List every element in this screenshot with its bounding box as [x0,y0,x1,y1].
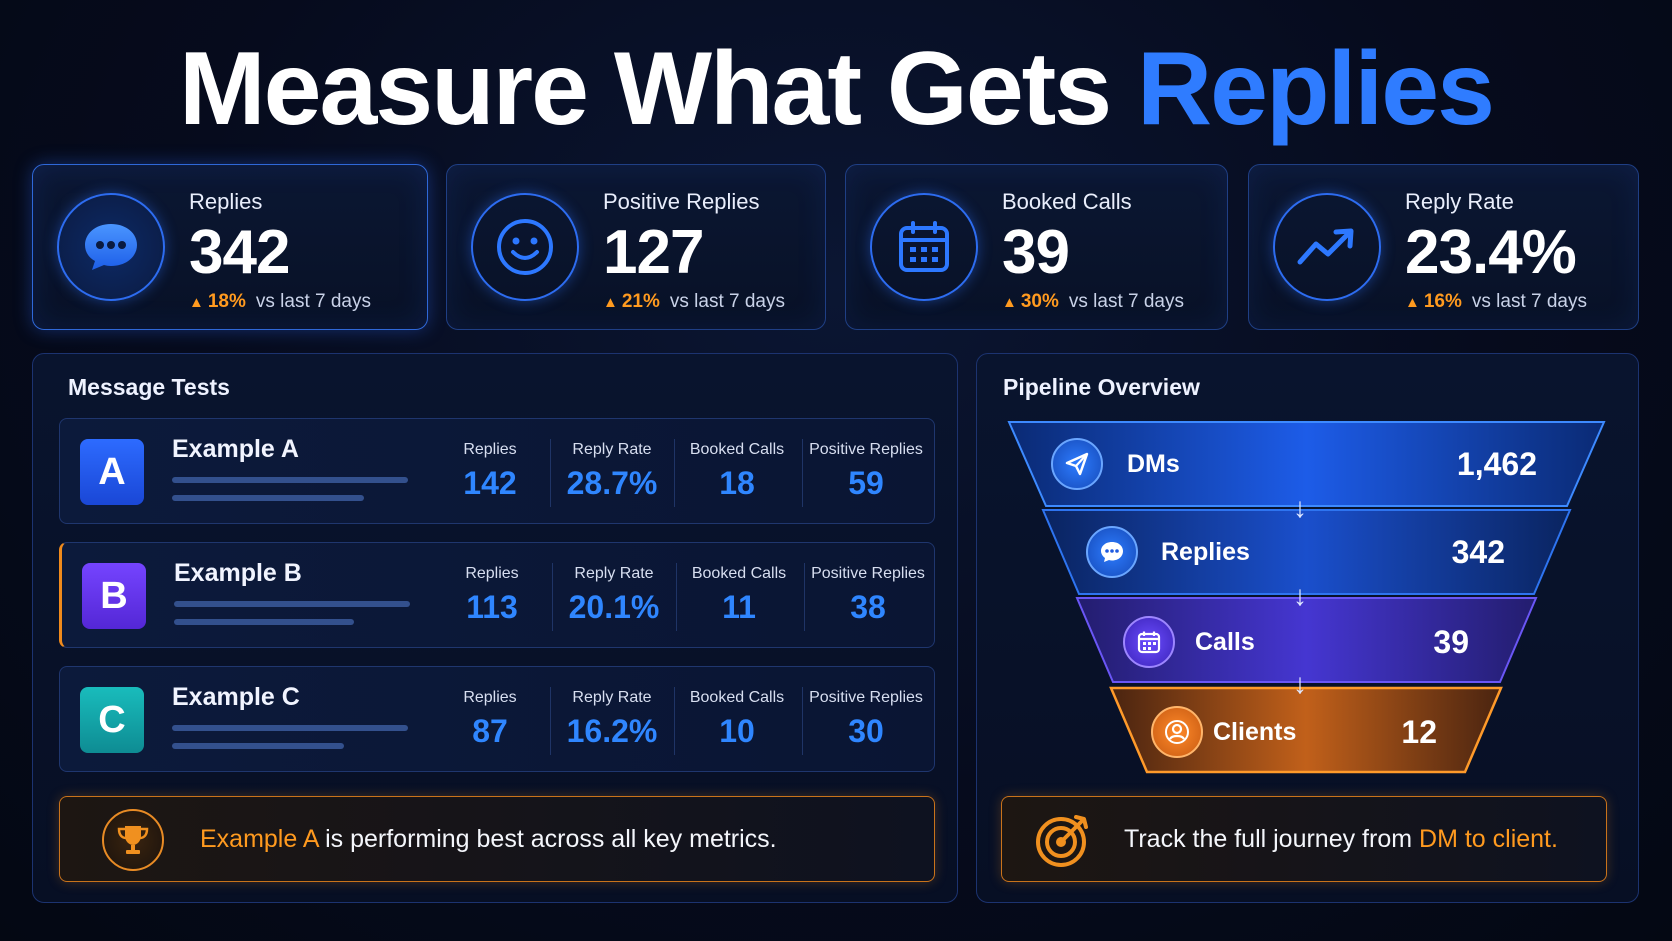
metric-reply-rate: Reply Rate 28.7% [566,441,658,501]
best-performer-callout: Example A is performing best across all … [59,796,935,882]
divider [674,687,675,755]
test-row-b[interactable]: B Example B Replies 113 Reply Rate 20.1% B… [59,542,935,648]
up-triangle-icon: ▲ [1405,294,1420,311]
badge-b: B [82,563,146,629]
funnel-stage-dms [1007,421,1606,507]
divider [552,563,553,631]
kpi-card-positive-replies[interactable]: Positive Replies 127 ▲ 21% vs last 7 days [446,164,826,330]
placeholder-bar [174,601,410,607]
metric-replies: Replies 113 [465,565,519,625]
metric-reply-rate: Reply Rate 16.2% [566,689,658,749]
metric-positive-replies: Positive Replies 38 [811,565,925,625]
stage-value: 342 [1451,534,1505,570]
metric-booked-calls: Booked Calls 18 [689,441,785,501]
stage-value: 1,462 [1456,446,1537,482]
funnel-stage-clients [1109,686,1503,774]
down-arrow-icon: ↓ [1293,492,1307,523]
badge-a: A [80,439,144,505]
paper-plane-icon [1051,438,1103,490]
kpi-label: Replies [189,189,263,214]
placeholder-bar [172,725,408,731]
up-triangle-icon: ▲ [603,294,618,311]
placeholder-bar [172,495,364,501]
stage-value: 39 [1433,624,1469,660]
stage-label: DMs [1127,450,1180,478]
divider [550,439,551,507]
metric-replies: Replies 87 [463,689,517,749]
metric-positive-replies: Positive Replies 59 [809,441,923,501]
funnel-stage-calls [1075,597,1538,683]
kpi-delta: ▲ 21% vs last 7 days [603,291,785,312]
kpi-value: 23.4% [1405,218,1577,287]
test-name: Example A [172,435,299,463]
stage-value: 12 [1401,714,1437,750]
divider [802,439,803,507]
test-row-c[interactable]: C Example C Replies 87 Reply Rate 16.2% Bo… [59,666,935,772]
target-icon [1032,809,1094,871]
metric-replies: Replies 142 [463,441,517,501]
kpi-label: Reply Rate [1405,189,1514,214]
test-row-a[interactable]: A Example A Replies 142 Reply Rate 28.7% B… [59,418,935,524]
panel-title: Message Tests [68,374,230,400]
placeholder-bar [172,743,344,749]
test-name: Example B [174,559,302,587]
placeholder-bar [174,619,354,625]
divider [676,563,677,631]
callout-text: Example A is performing best across all … [200,825,777,853]
stage-label: Replies [1161,538,1250,566]
metric-booked-calls: Booked Calls 10 [689,689,785,749]
badge-c: C [80,687,144,753]
kpi-delta: ▲ 18% vs last 7 days [189,291,371,312]
stage-label: Calls [1195,628,1255,656]
metric-booked-calls: Booked Calls 11 [691,565,787,625]
chat-bubble-icon [1086,526,1138,578]
kpi-card-booked-calls[interactable]: Booked Calls 39 ▲ 30% vs last 7 days [845,164,1228,330]
divider [674,439,675,507]
pipeline-panel: Pipeline Overview DMs 1,462 ↓ Replies 34… [976,353,1639,903]
metric-reply-rate: Reply Rate 20.1% [568,565,660,625]
down-arrow-icon: ↓ [1293,580,1307,611]
callout-text: Track the full journey from DM to client… [1124,825,1558,853]
chat-bubble-icon [57,193,165,301]
trend-up-icon [1273,193,1381,301]
divider [802,687,803,755]
kpi-delta: ▲ 16% vs last 7 days [1405,291,1587,312]
kpi-delta: ▲ 30% vs last 7 days [1002,291,1184,312]
user-icon [1151,706,1203,758]
down-arrow-icon: ↓ [1293,668,1307,699]
pipeline-funnel [1007,421,1606,774]
placeholder-bar [172,477,408,483]
divider [804,563,805,631]
smiley-icon [471,193,579,301]
stage-label: Clients [1213,718,1297,746]
up-triangle-icon: ▲ [189,294,204,311]
kpi-label: Positive Replies [603,189,760,214]
funnel-stage-replies [1041,509,1572,595]
kpi-label: Booked Calls [1002,189,1132,214]
kpi-value: 127 [603,218,704,287]
kpi-value: 39 [1002,218,1070,287]
title-accent: Replies [1137,31,1495,147]
divider [550,687,551,755]
kpi-card-replies[interactable]: Replies 342 ▲ 18% vs last 7 days [32,164,428,330]
trophy-icon [102,809,164,871]
title-main: Measure What Gets [178,31,1112,147]
test-name: Example C [172,683,300,711]
up-triangle-icon: ▲ [1002,294,1017,311]
kpi-card-reply-rate[interactable]: Reply Rate 23.4% ▲ 16% vs last 7 days [1248,164,1639,330]
kpi-value: 342 [189,218,290,287]
panel-title: Pipeline Overview [1003,374,1200,400]
page-title: Measure What Gets Replies [0,30,1672,148]
message-tests-panel: Message Tests A Example A Replies 142 Rep… [32,353,958,903]
calendar-icon [870,193,978,301]
metric-positive-replies: Positive Replies 30 [809,689,923,749]
calendar-icon [1123,616,1175,668]
journey-callout: Track the full journey from DM to client… [1001,796,1607,882]
